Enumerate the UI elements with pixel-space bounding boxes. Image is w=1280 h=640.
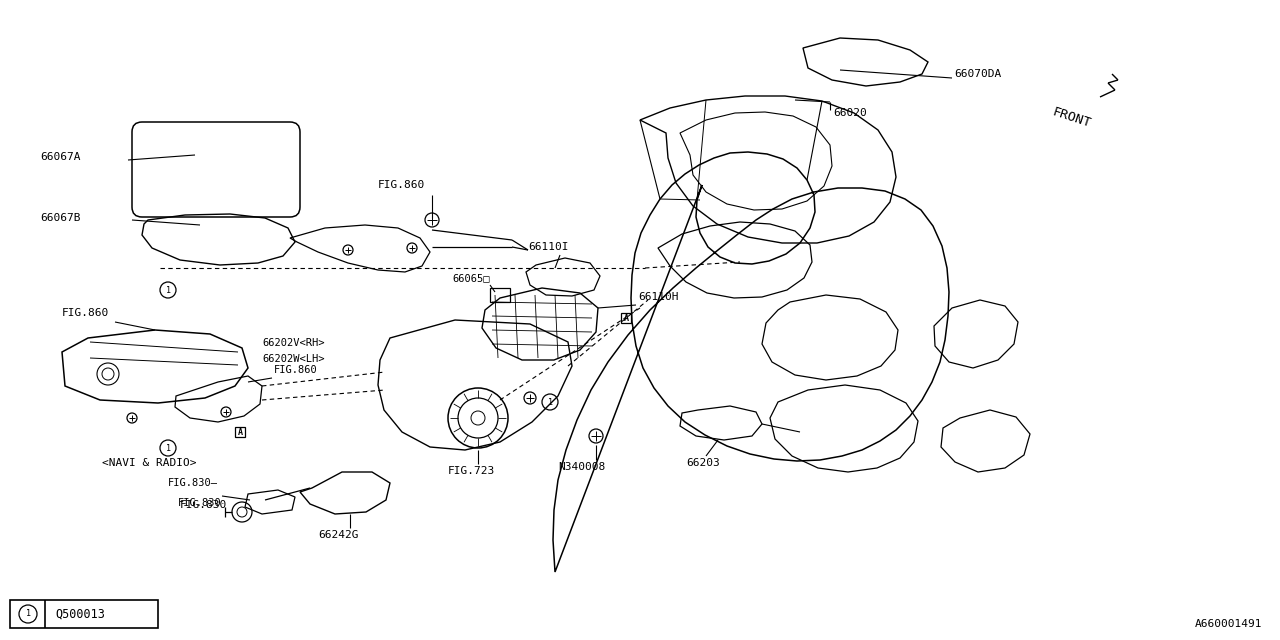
Text: A: A bbox=[623, 314, 628, 323]
Text: FIG.860: FIG.860 bbox=[61, 308, 109, 318]
Text: 66202W<LH>: 66202W<LH> bbox=[262, 354, 325, 364]
Text: 1: 1 bbox=[26, 609, 31, 618]
Text: FIG.830: FIG.830 bbox=[178, 498, 221, 508]
Text: Q500013: Q500013 bbox=[55, 607, 105, 621]
Text: 66202V<RH>: 66202V<RH> bbox=[262, 338, 325, 348]
Text: 66110I: 66110I bbox=[529, 242, 568, 252]
Bar bbox=[10, 600, 157, 628]
Text: <NAVI & RADIO>: <NAVI & RADIO> bbox=[102, 458, 197, 468]
Bar bbox=[236, 427, 244, 437]
Text: FIG.830—: FIG.830— bbox=[168, 478, 218, 488]
Text: 66110H: 66110H bbox=[637, 292, 678, 302]
Text: FIG.830: FIG.830 bbox=[180, 500, 228, 510]
Text: FRONT: FRONT bbox=[1051, 106, 1093, 131]
Text: 66067B: 66067B bbox=[40, 213, 81, 223]
Text: 1: 1 bbox=[165, 444, 170, 452]
Text: A660001491: A660001491 bbox=[1194, 619, 1262, 629]
Text: FIG.860: FIG.860 bbox=[274, 365, 317, 375]
Text: 1: 1 bbox=[548, 397, 553, 406]
Text: A: A bbox=[238, 428, 242, 436]
Text: N340008: N340008 bbox=[558, 462, 605, 472]
Text: FIG.723: FIG.723 bbox=[448, 466, 495, 476]
Text: 66203: 66203 bbox=[686, 458, 719, 468]
Bar bbox=[490, 288, 509, 302]
Text: 66067A: 66067A bbox=[40, 152, 81, 162]
Text: 66020: 66020 bbox=[833, 108, 867, 118]
Bar bbox=[621, 313, 631, 323]
Text: 66065□: 66065□ bbox=[452, 273, 489, 283]
Text: 1: 1 bbox=[165, 285, 170, 294]
Text: 66242G: 66242G bbox=[317, 530, 358, 540]
Text: FIG.860: FIG.860 bbox=[378, 180, 425, 190]
Text: 66070DA: 66070DA bbox=[954, 69, 1001, 79]
